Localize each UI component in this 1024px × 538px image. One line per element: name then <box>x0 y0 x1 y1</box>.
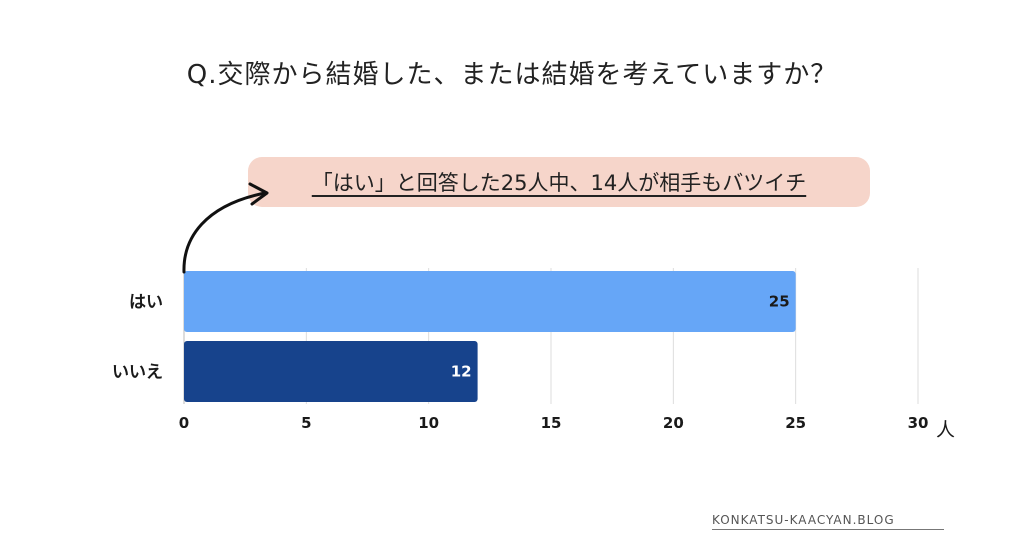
bar <box>184 271 796 332</box>
x-tick-label: 15 <box>541 414 562 432</box>
arrow <box>182 182 269 274</box>
arrow-icon <box>182 191 267 274</box>
watermark: KONKATSU-KAACYAN.BLOG <box>712 513 944 530</box>
category-label: いいえ <box>112 363 163 383</box>
x-tick-label: 10 <box>418 414 439 432</box>
data-label: 12 <box>451 363 472 381</box>
x-axis-label: 人 <box>936 419 955 441</box>
x-tick-label: 5 <box>301 414 311 432</box>
x-tick-label: 25 <box>785 414 806 432</box>
callout-text: 「はい」と回答した25人中、14人が相手もバツイチ <box>311 171 807 195</box>
bar <box>184 341 478 402</box>
x-tick-label: 0 <box>179 414 189 432</box>
labels: 0 5 10 15 20 25 30 人 はい 25 いいえ 12 <box>112 293 955 442</box>
data-label: 25 <box>769 293 790 311</box>
x-tick-label: 30 <box>908 414 929 432</box>
category-label: はい <box>129 293 163 313</box>
x-tick-label: 20 <box>663 414 684 432</box>
page-title: Q.交際から結婚した、または結婚を考えていますか？ <box>186 60 838 90</box>
bars <box>184 271 796 402</box>
arrow-head-icon <box>248 182 269 206</box>
callout-box: 「はい」と回答した25人中、14人が相手もバツイチ <box>248 157 870 207</box>
